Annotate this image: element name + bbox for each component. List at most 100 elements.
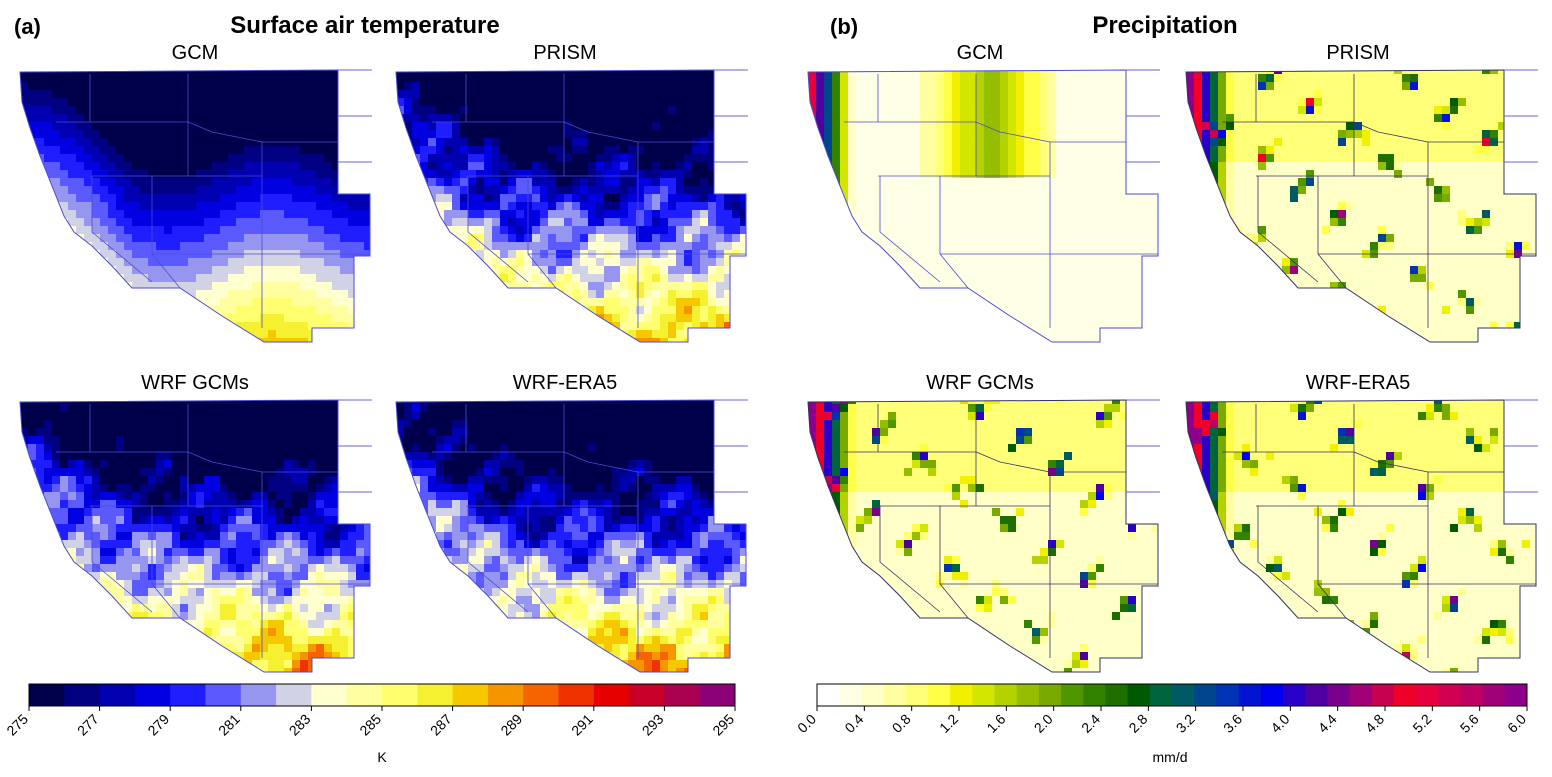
precip-colorbar-tick-label: 2.4 (1078, 711, 1103, 736)
precip-colorbar-swatch (950, 684, 973, 706)
map-a-gcm (12, 66, 372, 346)
precip-colorbar-swatch (1083, 684, 1106, 706)
temp-colorbar-tick-label: 275 (3, 711, 31, 739)
temp-colorbar-swatch (487, 684, 524, 706)
precip-colorbar-tick-label: 0.0 (794, 711, 819, 736)
panel-letter-a: (a) (14, 14, 41, 39)
panel-a-title: Surface air temperature (230, 12, 500, 39)
precip-colorbar-tick-label: 4.0 (1267, 711, 1292, 736)
temp-colorbar-swatch (523, 684, 559, 706)
temp-colorbar-swatch (417, 684, 453, 706)
temp-colorbar-swatch (64, 684, 100, 706)
temp-colorbar-tick-label: 285 (356, 711, 384, 739)
precip-colorbar-swatch (1260, 684, 1284, 706)
colorbar-temperature: 275 277 279 281 283 285 287 289 291 293 295 (3, 683, 737, 739)
precip-colorbar-tick-label: 1.2 (936, 711, 961, 736)
map-a-wrf-era5 (388, 396, 748, 676)
map-title-b-prism: PRISM (1326, 42, 1390, 64)
temp-colorbar-tick-label: 287 (427, 711, 455, 739)
panel-b-title: Precipitation (1092, 12, 1238, 39)
map-a-prism (388, 66, 748, 346)
panel-letter-b: (b) (830, 14, 859, 39)
map-field (20, 70, 370, 342)
temp-colorbar-swatch (29, 684, 65, 706)
map-b-wrf-gcms (800, 396, 1160, 676)
map-field (808, 70, 1158, 342)
precip-colorbar-swatch (1238, 684, 1262, 706)
map-title-a-wrfgcms: WRF GCMs (141, 372, 249, 394)
precip-colorbar-tick-label: 5.6 (1457, 711, 1482, 736)
precip-colorbar-swatch (839, 684, 862, 706)
temp-colorbar-swatch (99, 684, 136, 706)
precip-colorbar-tick-label: 0.8 (889, 711, 914, 736)
precip-colorbar-swatch (1371, 684, 1395, 706)
precip-colorbar-tick-label: 4.8 (1362, 711, 1387, 736)
map-title-a-prism: PRISM (533, 42, 597, 64)
temp-colorbar-swatch (276, 684, 312, 706)
precip-colorbar-swatch (817, 684, 840, 706)
temp-colorbar-tick-label: 281 (215, 711, 243, 739)
precip-colorbar-swatch (905, 684, 929, 706)
temp-colorbar-tick-label: 279 (144, 711, 172, 739)
precip-colorbar-tick-label: 1.6 (983, 711, 1008, 736)
precip-colorbar-swatch (1349, 684, 1373, 706)
precip-colorbar-swatch (994, 684, 1018, 706)
temp-colorbar-tick-label: 291 (568, 711, 596, 739)
precip-colorbar-swatch (972, 684, 995, 706)
map-field (1186, 70, 1536, 342)
precip-colorbar-swatch (1127, 684, 1151, 706)
map-field (396, 70, 746, 342)
colorbar-unit-precipitation: mm/d (1152, 749, 1188, 765)
map-title-b-wrfera5: WRF-ERA5 (1305, 372, 1411, 394)
temp-colorbar-swatch (205, 684, 242, 706)
precip-colorbar-swatch (1282, 684, 1306, 706)
precip-colorbar-swatch (1438, 684, 1461, 706)
map-title-a-gcm: GCM (171, 42, 219, 64)
precip-colorbar-swatch (1061, 684, 1084, 706)
temp-colorbar-swatch (699, 684, 736, 706)
map-field (1186, 400, 1536, 672)
precip-colorbar-swatch (1216, 684, 1239, 706)
map-title-b-gcm: GCM (956, 42, 1004, 64)
precip-colorbar-swatch (1393, 684, 1417, 706)
precip-colorbar-swatch (861, 684, 884, 706)
precip-colorbar-swatch (1460, 684, 1484, 706)
precip-colorbar-tick-label: 5.2 (1409, 711, 1434, 736)
precip-colorbar-swatch (1105, 684, 1129, 706)
temp-colorbar-tick-label: 295 (709, 711, 737, 739)
colorbar-unit-temperature: K (377, 749, 387, 765)
precip-colorbar-swatch (883, 684, 907, 706)
precip-colorbar-swatch (1194, 684, 1217, 706)
precip-colorbar-tick-label: 3.6 (1220, 711, 1245, 736)
map-b-prism (1178, 66, 1538, 346)
temp-colorbar-swatch (558, 684, 595, 706)
precip-colorbar-swatch (1416, 684, 1439, 706)
temp-colorbar-swatch (382, 684, 418, 706)
precip-colorbar-swatch (1504, 684, 1528, 706)
precip-colorbar-swatch (1038, 684, 1062, 706)
map-a-wrf-gcms (12, 396, 372, 676)
precip-colorbar-tick-label: 2.0 (1031, 711, 1056, 736)
precip-colorbar-tick-label: 6.0 (1504, 711, 1529, 736)
precip-colorbar-tick-label: 4.4 (1315, 711, 1340, 736)
map-b-gcm (800, 66, 1160, 346)
temp-colorbar-tick-label: 277 (74, 711, 102, 739)
map-b-wrf-era5 (1178, 396, 1538, 676)
precip-colorbar-tick-label: 3.2 (1173, 711, 1198, 736)
temp-colorbar-tick-label: 289 (497, 711, 525, 739)
precip-colorbar-swatch (1016, 684, 1040, 706)
map-field (396, 400, 746, 672)
map-field (808, 400, 1158, 672)
temp-colorbar-tick-label: 283 (286, 711, 314, 739)
precip-colorbar-swatch (1149, 684, 1173, 706)
temp-colorbar-tick-label: 293 (639, 711, 667, 739)
precip-colorbar-swatch (1305, 684, 1328, 706)
temp-colorbar-swatch (346, 684, 383, 706)
temp-colorbar-swatch (664, 684, 701, 706)
map-title-a-wrfera5: WRF-ERA5 (512, 372, 618, 394)
temp-colorbar-swatch (134, 684, 171, 706)
temp-colorbar-swatch (629, 684, 665, 706)
precip-colorbar-swatch (1172, 684, 1195, 706)
temp-colorbar-swatch (240, 684, 277, 706)
temp-colorbar-swatch (311, 684, 348, 706)
